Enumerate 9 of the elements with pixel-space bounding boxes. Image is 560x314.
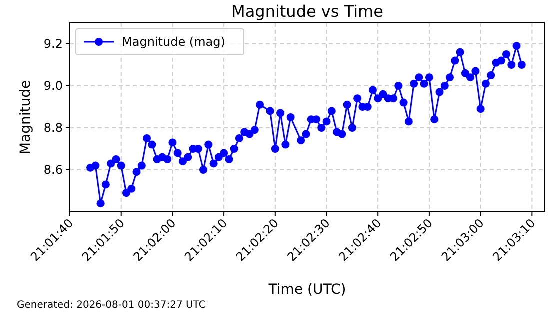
chart-title: Magnitude vs Time [232, 2, 384, 21]
y-tick-label: 9.2 [44, 37, 63, 52]
y-tick-label: 8.6 [44, 163, 63, 178]
y-tick-label: 8.8 [44, 121, 63, 136]
text: Generated: 2026-08-01 00:37:27 UTC [17, 300, 206, 311]
y-axis-title: Magnitude [18, 80, 34, 155]
y-tick-label: 9.0 [44, 79, 63, 94]
x-axis-title: Time (UTC) [268, 282, 346, 298]
legend-label: Magnitude (mag) [122, 35, 226, 49]
